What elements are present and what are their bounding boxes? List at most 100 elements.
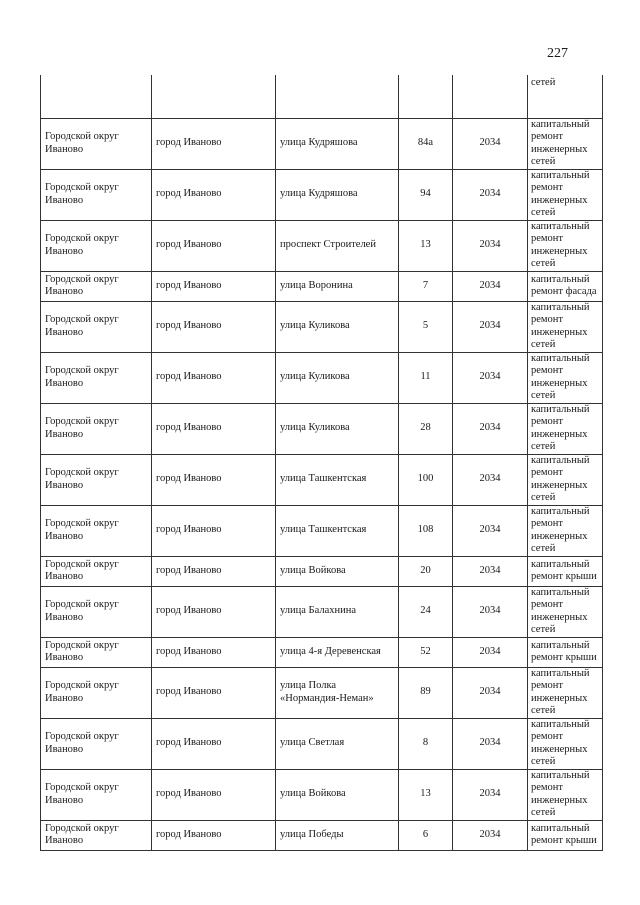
house-cell: 28 [398, 402, 453, 455]
street-cell: улица Балахнина [275, 585, 399, 638]
city-cell: город Иваново [151, 504, 276, 557]
street-cell: улица Куликова [275, 351, 399, 404]
city-cell: город Иваново [151, 219, 276, 272]
work-cell: капитальный ремонт инженерных сетей [527, 168, 603, 221]
house-cell [398, 75, 453, 119]
table-row: Городской округ Иваново город Иваново улиц… [40, 270, 603, 302]
city-cell: город Иваново [151, 636, 276, 668]
year-cell: 2034 [452, 117, 528, 170]
table-row: Городской округ Иваново город Иваново улиц… [40, 636, 603, 668]
year-cell: 2034 [452, 819, 528, 851]
house-cell: 5 [398, 300, 453, 353]
house-cell: 94 [398, 168, 453, 221]
work-cell: капитальный ремонт инженерных сетей [527, 300, 603, 353]
street-cell: улица Светлая [275, 717, 399, 770]
year-cell: 2034 [452, 636, 528, 668]
table-row: Городской округ Иваново город Иваново улиц… [40, 555, 603, 587]
city-cell: город Иваново [151, 717, 276, 770]
table-row: Городской округ Иваново город Иваново улиц… [40, 768, 603, 821]
table-row: Городской округ Иваново город Иваново улиц… [40, 351, 603, 404]
district-cell: Городской округ Иваново [40, 351, 152, 404]
table-row: Городской округ Иваново город Иваново улиц… [40, 819, 603, 851]
district-cell: Городской округ Иваново [40, 117, 152, 170]
table-row: Городской округ Иваново город Иваново прос… [40, 219, 603, 272]
year-cell: 2034 [452, 585, 528, 638]
work-cell: капитальный ремонт инженерных сетей [527, 717, 603, 770]
street-cell: улица Воронина [275, 270, 399, 302]
work-cell: сетей [527, 75, 603, 119]
city-cell [151, 75, 276, 119]
year-cell [452, 75, 528, 119]
table-row: Городской округ Иваново город Иваново улиц… [40, 453, 603, 506]
house-cell: 13 [398, 219, 453, 272]
district-cell: Городской округ Иваново [40, 717, 152, 770]
district-cell: Городской округ Иваново [40, 666, 152, 719]
district-cell: Городской округ Иваново [40, 453, 152, 506]
year-cell: 2034 [452, 504, 528, 557]
street-cell: улица Полка «Нормандия-Неман» [275, 666, 399, 719]
house-cell: 11 [398, 351, 453, 404]
district-cell: Городской округ Иваново [40, 168, 152, 221]
house-cell: 7 [398, 270, 453, 302]
city-cell: город Иваново [151, 270, 276, 302]
year-cell: 2034 [452, 270, 528, 302]
city-cell: город Иваново [151, 585, 276, 638]
street-cell: улица Кудряшова [275, 168, 399, 221]
district-cell: Городской округ Иваново [40, 402, 152, 455]
table-row: Городской округ Иваново город Иваново улиц… [40, 717, 603, 770]
work-cell: капитальный ремонт крыши [527, 555, 603, 587]
table-row: Городской округ Иваново город Иваново улиц… [40, 168, 603, 221]
street-cell: улица Ташкентская [275, 453, 399, 506]
city-cell: город Иваново [151, 768, 276, 821]
district-cell: Городской округ Иваново [40, 768, 152, 821]
street-cell: проспект Строителей [275, 219, 399, 272]
house-cell: 100 [398, 453, 453, 506]
year-cell: 2034 [452, 168, 528, 221]
year-cell: 2034 [452, 768, 528, 821]
district-cell: Городской округ Иваново [40, 504, 152, 557]
year-cell: 2034 [452, 555, 528, 587]
table-row: Городской округ Иваново город Иваново улиц… [40, 117, 603, 170]
year-cell: 2034 [452, 219, 528, 272]
city-cell: город Иваново [151, 666, 276, 719]
house-cell: 84а [398, 117, 453, 170]
street-cell: улица Ташкентская [275, 504, 399, 557]
work-cell: капитальный ремонт инженерных сетей [527, 585, 603, 638]
work-cell: капитальный ремонт инженерных сетей [527, 453, 603, 506]
year-cell: 2034 [452, 666, 528, 719]
district-cell: Городской округ Иваново [40, 300, 152, 353]
district-cell: Городской округ Иваново [40, 270, 152, 302]
house-cell: 89 [398, 666, 453, 719]
district-cell: Городской округ Иваново [40, 819, 152, 851]
house-cell: 6 [398, 819, 453, 851]
district-cell: Городской округ Иваново [40, 555, 152, 587]
table-row: Городской округ Иваново город Иваново улиц… [40, 504, 603, 557]
district-cell: Городской округ Иваново [40, 585, 152, 638]
district-cell: Городской округ Иваново [40, 636, 152, 668]
work-cell: капитальный ремонт крыши [527, 819, 603, 851]
work-cell: капитальный ремонт инженерных сетей [527, 666, 603, 719]
table-row: Городской округ Иваново город Иваново улиц… [40, 585, 603, 638]
house-cell: 52 [398, 636, 453, 668]
house-cell: 24 [398, 585, 453, 638]
year-cell: 2034 [452, 402, 528, 455]
year-cell: 2034 [452, 351, 528, 404]
house-cell: 13 [398, 768, 453, 821]
table-row: Городской округ Иваново город Иваново улиц… [40, 402, 603, 455]
house-cell: 20 [398, 555, 453, 587]
house-cell: 108 [398, 504, 453, 557]
city-cell: город Иваново [151, 300, 276, 353]
work-cell: капитальный ремонт инженерных сетей [527, 504, 603, 557]
work-cell: капитальный ремонт инженерных сетей [527, 402, 603, 455]
work-cell: капитальный ремонт инженерных сетей [527, 768, 603, 821]
work-cell: капитальный ремонт фасада [527, 270, 603, 302]
city-cell: город Иваново [151, 117, 276, 170]
street-cell: улица Куликова [275, 300, 399, 353]
city-cell: город Иваново [151, 402, 276, 455]
work-cell: капитальный ремонт инженерных сетей [527, 117, 603, 170]
year-cell: 2034 [452, 717, 528, 770]
district-cell [40, 75, 152, 119]
table-row: Городской округ Иваново город Иваново улиц… [40, 666, 603, 719]
street-cell: улица Кудряшова [275, 117, 399, 170]
street-cell: улица Войкова [275, 555, 399, 587]
